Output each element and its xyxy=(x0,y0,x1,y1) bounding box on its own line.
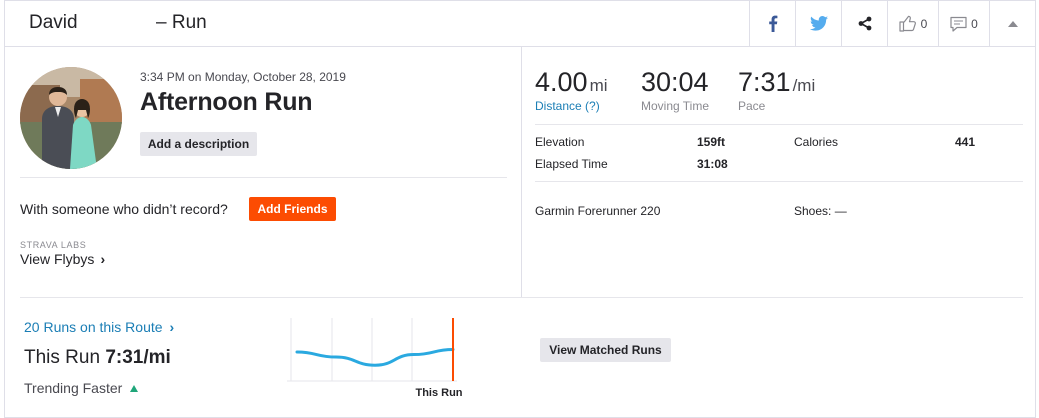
view-flybys-link[interactable]: View Flybys › xyxy=(20,251,105,267)
runs-on-route-link[interactable]: 20 Runs on this Route › xyxy=(24,319,174,335)
collapse-button[interactable] xyxy=(989,1,1035,46)
pace-unit: /mi xyxy=(792,76,816,95)
kudos-count: 0 xyxy=(920,16,928,31)
activity-header: David – Run 0 xyxy=(5,1,1035,47)
add-description-button[interactable]: Add a description xyxy=(140,132,257,156)
column-divider xyxy=(521,47,522,297)
strava-labs-label: STRAVA LABS xyxy=(20,240,87,250)
elevation-label: Elevation xyxy=(535,135,585,149)
share-button[interactable] xyxy=(841,1,887,46)
device-name: Garmin Forerunner 220 xyxy=(535,204,661,218)
trending-label: Trending Faster xyxy=(24,380,123,396)
athlete-name[interactable]: David xyxy=(29,12,78,33)
elapsed-time-label: Elapsed Time xyxy=(535,157,608,171)
avatar-photo xyxy=(20,67,122,169)
route-section-divider xyxy=(20,297,1023,298)
this-run-pace: This Run 7:31/mi xyxy=(24,347,171,369)
trending-indicator: Trending Faster xyxy=(24,380,139,396)
pace-value: 7:31 xyxy=(738,67,791,97)
activity-type-title: – Run xyxy=(156,12,207,33)
facebook-icon xyxy=(768,15,777,32)
view-matched-runs-button[interactable]: View Matched Runs xyxy=(540,338,671,362)
chevron-right-icon: › xyxy=(100,251,106,267)
stats-divider-top xyxy=(535,124,1023,125)
comment-count: 0 xyxy=(971,16,978,31)
collapse-caret-icon xyxy=(1007,20,1018,27)
chevron-right-icon: › xyxy=(169,319,175,335)
trend-up-icon xyxy=(130,384,139,392)
kudos-button[interactable]: 0 xyxy=(887,1,938,46)
calories-value: 441 xyxy=(955,135,976,149)
moving-time-value: 30:04 xyxy=(641,67,709,97)
activity-name: Afternoon Run xyxy=(140,88,313,116)
stats-divider-bottom xyxy=(535,181,1023,182)
thumbs-up-icon xyxy=(899,15,916,32)
distance-unit: mi xyxy=(589,76,608,95)
calories-label: Calories xyxy=(794,135,839,149)
moving-time-label: Moving Time xyxy=(641,99,710,113)
activity-card: David – Run 0 xyxy=(4,0,1036,418)
route-trend-chart: This Run xyxy=(287,318,463,399)
with-someone-prompt: With someone who didn’t record? xyxy=(20,201,228,217)
twitter-icon xyxy=(809,16,828,31)
add-friends-button[interactable]: Add Friends xyxy=(249,197,336,221)
view-flybys-label: View Flybys xyxy=(20,251,95,267)
activity-date: 3:34 PM on Monday, October 28, 2019 xyxy=(140,70,346,84)
elapsed-time-value: 31:08 xyxy=(697,157,728,171)
trend-line xyxy=(295,348,455,367)
distance-value: 4.00 xyxy=(535,67,588,97)
pace-label: Pace xyxy=(738,99,766,113)
pace-stat: 7:31/mi Pace xyxy=(738,67,815,113)
summary-divider xyxy=(20,177,507,178)
share-icon xyxy=(858,16,871,31)
moving-time-stat: 30:04 Moving Time xyxy=(641,67,709,113)
facebook-share-button[interactable] xyxy=(749,1,795,46)
distance-help-link[interactable]: Distance (?) xyxy=(535,99,600,113)
distance-stat: 4.00 mi Distance (?) xyxy=(535,67,608,113)
athlete-avatar[interactable] xyxy=(20,67,122,169)
elevation-value: 159ft xyxy=(697,135,726,149)
twitter-share-button[interactable] xyxy=(795,1,841,46)
comment-button[interactable]: 0 xyxy=(938,1,989,46)
comment-icon xyxy=(950,16,967,32)
runs-on-route-label: 20 Runs on this Route xyxy=(24,319,163,335)
shoes-label[interactable]: Shoes: — xyxy=(794,204,847,218)
this-run-prefix: This Run xyxy=(24,347,101,368)
this-run-marker-label: This Run xyxy=(415,387,462,399)
this-run-pace-value: 7:31/mi xyxy=(105,347,171,368)
